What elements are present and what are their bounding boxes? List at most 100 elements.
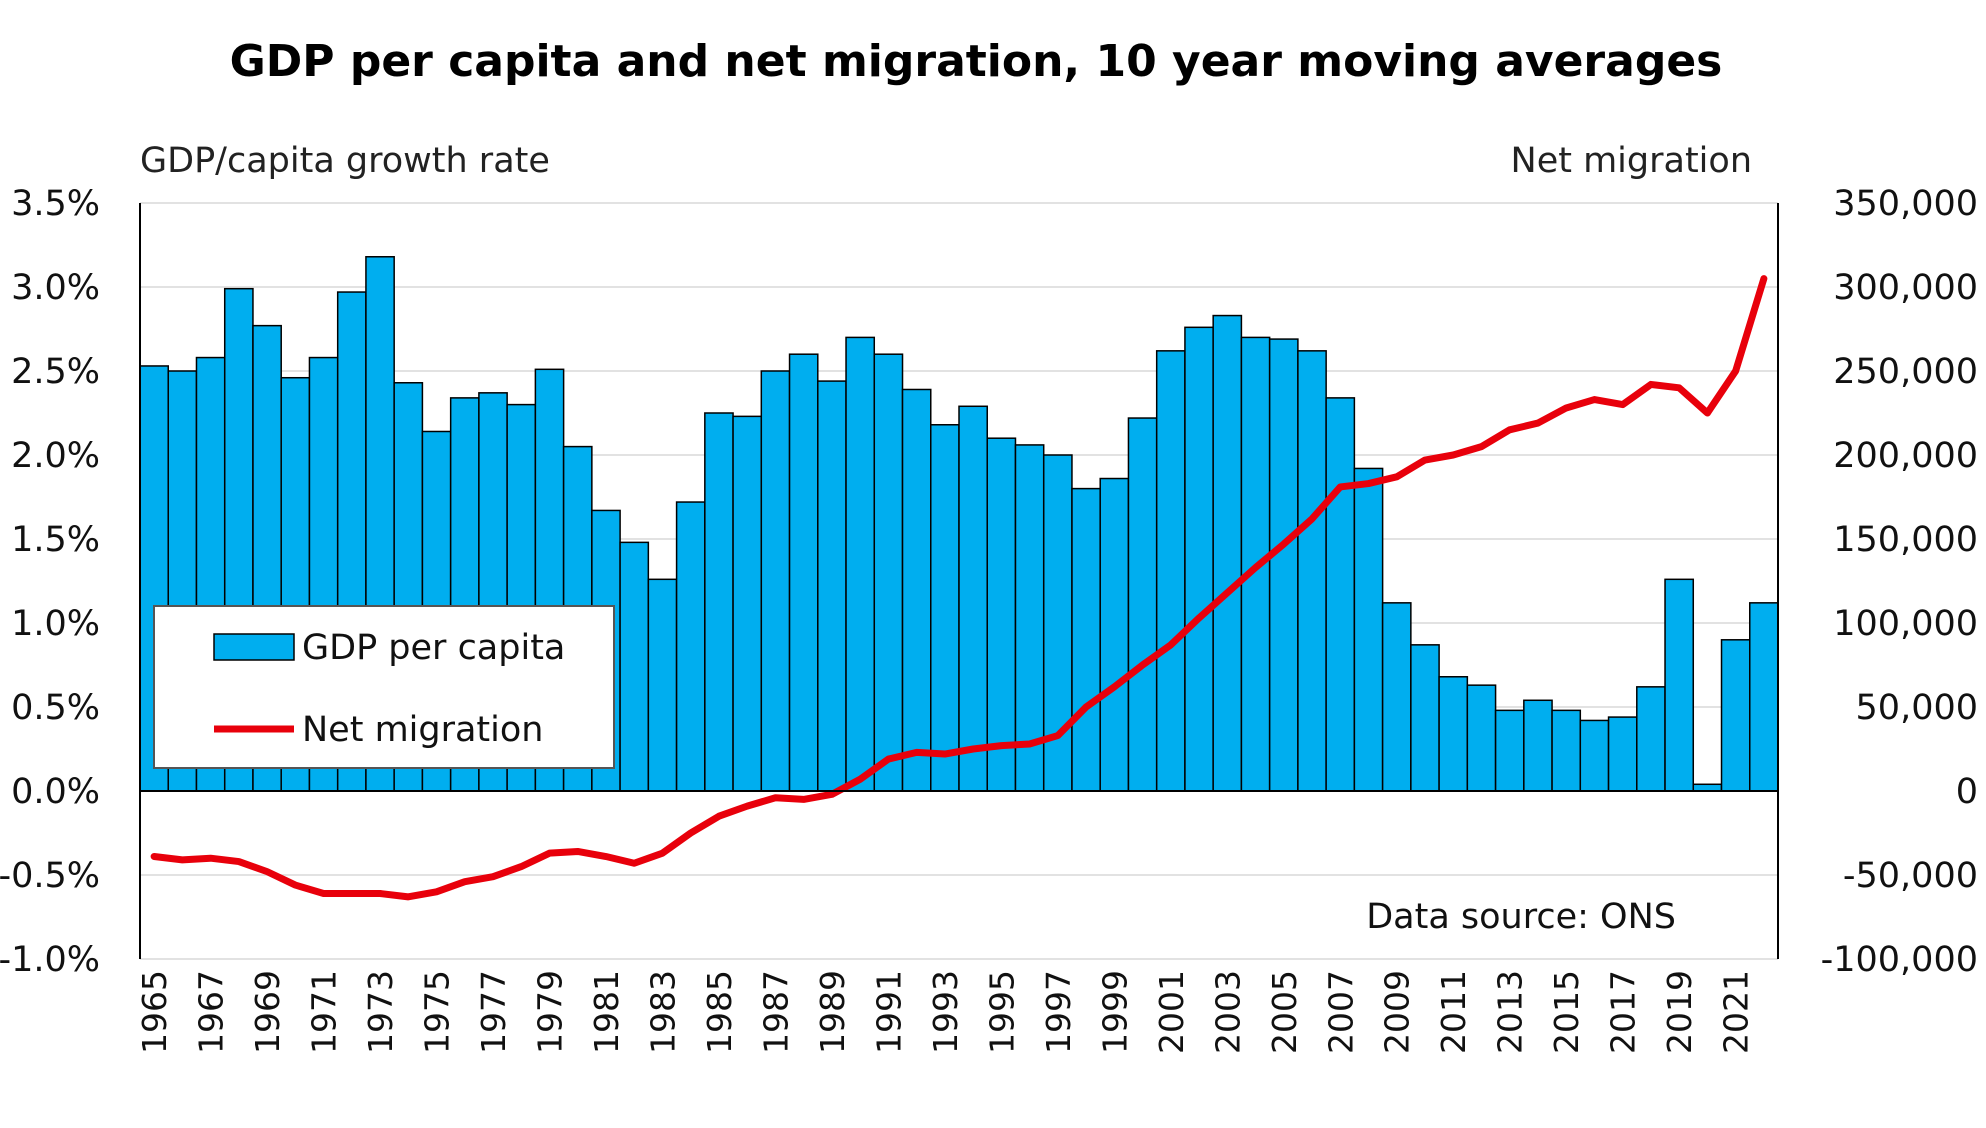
gdp-bar-2019	[1664, 578, 1695, 792]
right-tick-label: 250,000	[1833, 352, 1978, 392]
left-axis-title: GDP/capita growth rate	[140, 141, 550, 181]
gdp-bar-2021	[1720, 639, 1751, 792]
right-tick-label: 300,000	[1833, 268, 1978, 308]
x-tick-label: 2007	[1321, 970, 1360, 1054]
x-tick-label: 2005	[1265, 970, 1304, 1054]
legend-box	[153, 605, 615, 769]
gdp-bar-1991	[873, 353, 904, 792]
x-tick-label: 1981	[587, 970, 626, 1054]
gdp-bar-2003	[1212, 314, 1243, 792]
x-tick-label: 1983	[643, 970, 682, 1054]
right-axis-title: Net migration	[1511, 141, 1752, 181]
gdp-bar-2012	[1466, 684, 1497, 792]
x-tick-label: 1975	[418, 970, 457, 1054]
gdp-bar-1990	[845, 336, 876, 792]
x-tick-label: 1985	[700, 970, 739, 1054]
x-tick-label: 1989	[813, 970, 852, 1054]
gdp-bar-2016	[1579, 719, 1610, 792]
legend: GDP per capita Net migration	[153, 605, 615, 769]
x-tick-label: 2001	[1152, 970, 1191, 1054]
gdp-bar-1982	[619, 541, 650, 792]
x-tick-label: 2019	[1660, 970, 1699, 1054]
x-tick-label: 1991	[869, 970, 908, 1054]
left-tick-label: 3.0%	[11, 268, 100, 308]
gdp-bar-2007	[1325, 397, 1356, 792]
right-tick-labels: 350,000 300,000 250,000 200,000 150,000 100,0…	[1821, 184, 1978, 980]
gdp-bar-1984	[675, 501, 706, 792]
x-tick-label: 1977	[474, 970, 513, 1054]
left-tick-label: 1.0%	[11, 604, 100, 644]
gdp-bar-2000	[1127, 417, 1158, 792]
x-tick-label: 1995	[982, 970, 1021, 1054]
left-tick-label: -1.0%	[0, 940, 100, 980]
left-tick-label: 2.5%	[11, 352, 100, 392]
x-tick-label: 1965	[135, 970, 174, 1054]
gdp-bar-2009	[1381, 602, 1412, 792]
axes	[139, 203, 1779, 959]
gdp-bar-2018	[1636, 686, 1666, 792]
gdp-bar-2002	[1184, 326, 1214, 792]
left-tick-label: -0.5%	[0, 856, 100, 896]
chart-title: GDP per capita and net migration, 10 yea…	[230, 36, 1723, 87]
gdp-bar-1989	[817, 380, 847, 792]
right-tick-label: 350,000	[1833, 184, 1978, 224]
right-tick-label: 200,000	[1833, 436, 1978, 476]
x-tick-label: 1971	[305, 970, 344, 1054]
left-tick-label: 1.5%	[11, 520, 100, 560]
gdp-bar-1985	[704, 412, 734, 792]
right-tick-label: 150,000	[1833, 520, 1978, 560]
right-tick-label: 0	[1956, 772, 1978, 812]
x-tick-label: 1987	[756, 970, 795, 1054]
gdp-bar-1987	[760, 370, 791, 792]
gdp-bar-2008	[1353, 467, 1384, 792]
gdp-bar-2013	[1494, 709, 1525, 792]
gdp-bar-1999	[1099, 477, 1130, 792]
gdp-bar-2014	[1523, 699, 1553, 792]
right-tick-label: 50,000	[1856, 688, 1978, 728]
x-tick-label: 1969	[248, 970, 287, 1054]
gdp-bar-1993	[930, 424, 960, 792]
right-tick-label: -100,000	[1821, 940, 1978, 980]
gdp-bar-1995	[986, 437, 1017, 792]
x-tick-label: 2021	[1717, 970, 1756, 1054]
left-tick-label: 2.0%	[11, 436, 100, 476]
gdp-bar-2005	[1268, 338, 1299, 792]
gdp-bar-2010	[1410, 644, 1440, 792]
gdp-bar-2020	[1692, 783, 1723, 792]
left-tick-label: 3.5%	[11, 184, 100, 224]
x-tick-label: 2017	[1604, 970, 1643, 1054]
x-tick-label: 1979	[531, 970, 570, 1054]
x-tick-label: 1997	[1039, 970, 1078, 1054]
data-source-note: Data source: ONS	[1366, 897, 1676, 937]
x-tick-labels: 1965 1967 1969 1971 1973 1975 1977 1979 1981 1983…	[135, 970, 1756, 1054]
left-tick-labels: 3.5% 3.0% 2.5% 2.0% 1.5% 1.0% 0.5% 0.0% -0.5% -1.…	[0, 184, 100, 980]
x-tick-label: 2003	[1208, 970, 1247, 1054]
legend-label-migration: Net migration	[302, 710, 543, 750]
x-tick-label: 1999	[1095, 970, 1134, 1054]
x-tick-label: 2013	[1491, 970, 1530, 1054]
net-migration-line	[150, 275, 1768, 901]
legend-swatch-gdp	[213, 633, 295, 661]
x-tick-label: 2015	[1547, 970, 1586, 1054]
x-tick-label: 1967	[192, 970, 231, 1054]
gdp-bar-2011	[1438, 676, 1469, 792]
right-tick-label: 100,000	[1833, 604, 1978, 644]
gdp-bar-1992	[901, 388, 932, 792]
gdp-bar-1983	[647, 578, 678, 792]
gdp-bar-2017	[1607, 716, 1638, 792]
x-tick-label: 1993	[926, 970, 965, 1054]
left-tick-label: 0.5%	[11, 688, 100, 728]
gdp-bar-2015	[1551, 709, 1582, 792]
x-tick-label: 2009	[1378, 970, 1417, 1054]
net-migration-line-group	[150, 275, 1768, 901]
left-tick-label: 0.0%	[11, 772, 100, 812]
gdp-bar-1998	[1071, 487, 1101, 792]
x-tick-label: 1973	[361, 970, 400, 1054]
gdp-bar-2022	[1749, 602, 1779, 792]
right-tick-label: -50,000	[1843, 856, 1978, 896]
gdp-bar-1994	[958, 405, 988, 792]
gdp-bar-1988	[788, 353, 819, 792]
x-tick-label: 2011	[1434, 970, 1473, 1054]
